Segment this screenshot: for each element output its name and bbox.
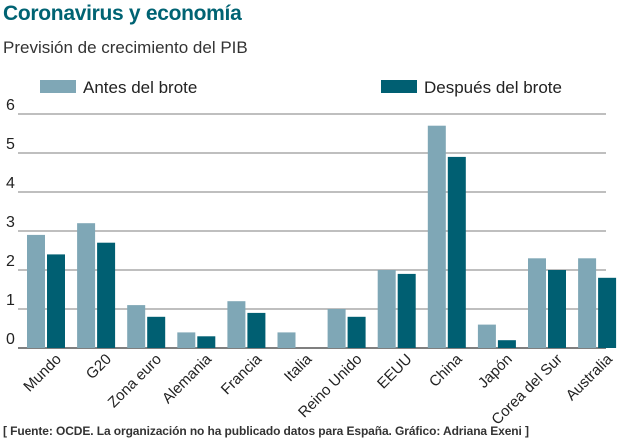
- x-tick-label: G20: [83, 351, 115, 383]
- source-note: [ Fuente: OCDE. La organización no ha pu…: [3, 424, 529, 438]
- bar-antes-5: [277, 332, 296, 348]
- bar-despues-2: [147, 316, 166, 348]
- bar-despues-11: [598, 277, 617, 348]
- y-tick-label: 2: [6, 253, 15, 270]
- bar-despues-6: [347, 316, 366, 348]
- bar-antes-8: [427, 125, 446, 348]
- legend-label-antes: Antes del brote: [83, 78, 197, 97]
- x-tick-label: Zona euro: [105, 351, 165, 411]
- y-tick-label: 6: [6, 97, 15, 114]
- bar-antes-11: [578, 258, 597, 348]
- legend-swatch-antes: [40, 80, 76, 93]
- x-tick-label: Italia: [281, 350, 316, 385]
- bar-despues-4: [247, 312, 266, 348]
- bar-antes-2: [127, 305, 146, 348]
- y-tick-label: 4: [6, 175, 15, 192]
- bar-antes-7: [377, 270, 396, 348]
- x-tick-label: China: [426, 350, 466, 390]
- x-tick-label: EEUU: [374, 351, 415, 392]
- legend-label-despues: Después del brote: [424, 78, 562, 97]
- bar-antes-4: [227, 301, 246, 348]
- bar-antes-9: [477, 324, 496, 348]
- x-tick-label: Australia: [563, 350, 617, 404]
- bar-antes-0: [27, 234, 45, 348]
- y-tick-label: 5: [6, 136, 15, 153]
- y-tick-label: 0: [6, 331, 15, 348]
- chart-subtitle: Previsión de crecimiento del PIB: [3, 38, 248, 57]
- bar-antes-10: [528, 258, 546, 348]
- bar-despues-0: [47, 254, 65, 348]
- bar-despues-9: [497, 340, 516, 348]
- x-tick-label: Alemania: [159, 350, 216, 407]
- bar-antes-6: [327, 309, 346, 348]
- x-tick-label: Francia: [218, 350, 266, 398]
- bar-despues-3: [197, 336, 216, 348]
- bar-antes-3: [177, 332, 196, 348]
- bar-despues-7: [397, 273, 416, 348]
- bar-despues-1: [97, 242, 116, 348]
- x-tick-label: Mundo: [20, 351, 64, 395]
- y-tick-label: 1: [6, 292, 15, 309]
- legend-swatch-despues: [381, 80, 417, 93]
- bar-despues-10: [548, 270, 566, 348]
- bar-despues-8: [447, 156, 466, 348]
- x-tick-label: Japón: [475, 351, 516, 392]
- bar-antes-1: [77, 223, 96, 348]
- chart-title: Coronavirus y economía: [3, 2, 242, 25]
- y-tick-label: 3: [6, 214, 15, 231]
